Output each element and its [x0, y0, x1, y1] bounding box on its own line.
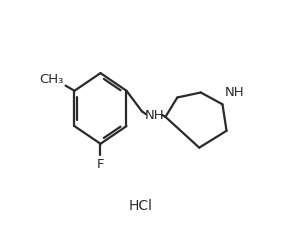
Text: HCl: HCl	[128, 198, 152, 212]
Text: F: F	[97, 157, 104, 170]
Text: NH: NH	[225, 86, 244, 99]
Text: CH₃: CH₃	[39, 73, 64, 86]
Text: NH: NH	[145, 108, 164, 121]
